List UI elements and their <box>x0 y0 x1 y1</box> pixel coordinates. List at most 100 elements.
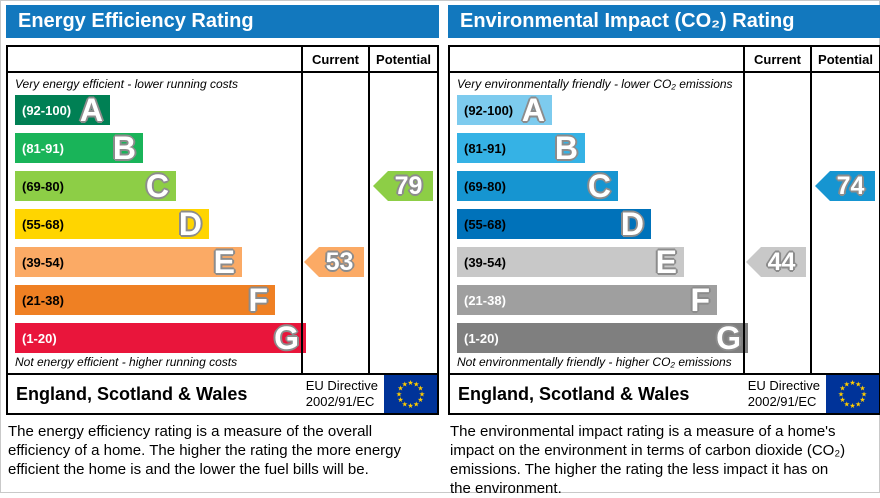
band-a: (92-100) A <box>15 92 110 128</box>
environment-current-arrow: 44 <box>746 247 806 277</box>
band-letter: A <box>79 92 103 128</box>
environment-chart-body: Very environmentally friendly - lower CO… <box>450 73 879 373</box>
svg-text:★: ★ <box>838 390 844 398</box>
band-c: (69-80) C <box>15 168 176 204</box>
svg-text:★: ★ <box>839 396 845 404</box>
energy-bands: (92-100) A (81-91) B (69 <box>8 73 437 356</box>
svg-text:★: ★ <box>844 400 850 408</box>
svg-text:★: ★ <box>855 380 861 388</box>
band-row-a: (92-100) A <box>457 94 879 126</box>
band-b: (81-91) B <box>15 130 143 166</box>
band-range: (81-91) <box>464 140 506 156</box>
svg-text:★: ★ <box>849 379 855 387</box>
svg-text:★: ★ <box>397 396 403 404</box>
potential-column-header: Potential <box>810 47 879 71</box>
band-d: (55-68) D <box>15 206 209 242</box>
band-range: (39-54) <box>22 254 64 270</box>
band-letter: C <box>145 168 169 204</box>
band-c: (69-80) C <box>457 168 618 204</box>
band-row-g: (1-20) G <box>457 320 879 356</box>
environment-chart-box: Current Potential Very environmentally f… <box>448 45 880 415</box>
band-letter: D <box>620 206 644 242</box>
band-row-d: (55-68) D <box>15 206 437 242</box>
svg-text:★: ★ <box>402 380 408 388</box>
energy-bottom-note: Not energy efficient - higher running co… <box>15 355 238 369</box>
energy-title: Energy Efficiency Rating <box>18 10 254 32</box>
svg-text:★: ★ <box>396 390 402 398</box>
band-letter: E <box>213 244 235 280</box>
energy-chart-body: Very energy efficient - lower running co… <box>8 73 437 373</box>
band-letter: B <box>554 130 578 166</box>
potential-column-divider <box>368 73 437 373</box>
svg-text:★: ★ <box>861 390 867 398</box>
environment-description: The environmental impact rating is a mea… <box>450 423 846 497</box>
eu-flag-icon: ★ ★★★★★★★★★★★ <box>826 375 879 413</box>
band-g: (1-20) G <box>15 320 306 356</box>
potential-column-divider <box>810 73 879 373</box>
environmental-impact-panel: Environmental Impact (CO₂) Rating Curren… <box>448 5 880 498</box>
energy-title-bar: Energy Efficiency Rating <box>6 5 439 38</box>
header-spacer <box>450 47 743 71</box>
band-row-e: (39-54) E <box>15 244 437 280</box>
band-f: (21-38) F <box>457 284 717 316</box>
band-range: (55-68) <box>464 216 506 232</box>
environment-bottom-note: Not environmentally friendly - higher CO… <box>457 355 732 369</box>
svg-text:★: ★ <box>417 396 423 404</box>
band-row-b: (81-91) B <box>15 130 437 166</box>
band-letter: C <box>587 168 611 204</box>
eu-directive-label: EU Directive 2002/91/EC <box>748 378 826 410</box>
band-row-f: (21-38) F <box>457 284 879 316</box>
band-row-c: (69-80) C <box>15 168 437 204</box>
band-letter: F <box>248 282 268 318</box>
energy-footer: England, Scotland & Wales EU Directive 2… <box>8 373 437 413</box>
band-letter: E <box>655 244 677 280</box>
eu-flag-icon: ★ ★★★★★★★★★★★ <box>384 375 437 413</box>
environment-column-header: Current Potential <box>450 47 879 73</box>
region-label: England, Scotland & Wales <box>458 383 690 404</box>
current-column-divider <box>301 73 368 373</box>
environment-current-value: 44 <box>767 247 796 276</box>
band-range: (81-91) <box>22 140 64 156</box>
svg-text:★: ★ <box>407 402 413 410</box>
svg-text:★: ★ <box>407 379 413 387</box>
svg-text:★: ★ <box>413 400 419 408</box>
svg-text:★: ★ <box>417 385 423 393</box>
svg-text:★: ★ <box>859 396 865 404</box>
environment-potential-value: 74 <box>836 171 865 200</box>
rating-panels: Energy Efficiency Rating Current Potenti… <box>6 5 880 498</box>
current-column-header: Current <box>301 47 368 71</box>
energy-efficiency-panel: Energy Efficiency Rating Current Potenti… <box>6 5 439 498</box>
energy-description: The energy efficiency rating is a measur… <box>8 423 402 478</box>
band-g: (1-20) G <box>457 320 748 356</box>
environment-title-bar: Environmental Impact (CO₂) Rating <box>448 5 880 38</box>
svg-text:★: ★ <box>413 380 419 388</box>
energy-top-note: Very energy efficient - lower running co… <box>15 77 238 91</box>
band-letter: D <box>178 206 202 242</box>
band-row-b: (81-91) B <box>457 130 879 166</box>
region-label: England, Scotland & Wales <box>16 383 248 404</box>
band-letter: G <box>716 320 741 356</box>
svg-text:★: ★ <box>855 400 861 408</box>
environment-footer: England, Scotland & Wales EU Directive 2… <box>450 373 879 413</box>
band-letter: B <box>112 130 136 166</box>
band-range: (69-80) <box>22 178 64 194</box>
current-column-divider <box>743 73 810 373</box>
band-row-g: (1-20) G <box>15 320 437 356</box>
band-letter: G <box>274 320 299 356</box>
band-row-e: (39-54) E <box>457 244 879 280</box>
band-range: (1-20) <box>22 330 57 346</box>
svg-text:★: ★ <box>397 385 403 393</box>
band-range: (69-80) <box>464 178 506 194</box>
environment-title: Environmental Impact (CO₂) Rating <box>460 10 795 32</box>
band-f: (21-38) F <box>15 282 275 318</box>
band-range: (21-38) <box>22 292 64 308</box>
environment-potential-arrow: 74 <box>815 171 875 201</box>
energy-current-value: 53 <box>325 247 354 276</box>
band-range: (92-100) <box>22 102 72 118</box>
environment-bands: (92-100) A (81-91) B (69 <box>450 73 879 356</box>
band-range: (92-100) <box>464 102 514 118</box>
current-column-header: Current <box>743 47 810 71</box>
eu-directive-line1: EU Directive <box>305 378 378 393</box>
energy-potential-arrow: 79 <box>373 171 433 201</box>
